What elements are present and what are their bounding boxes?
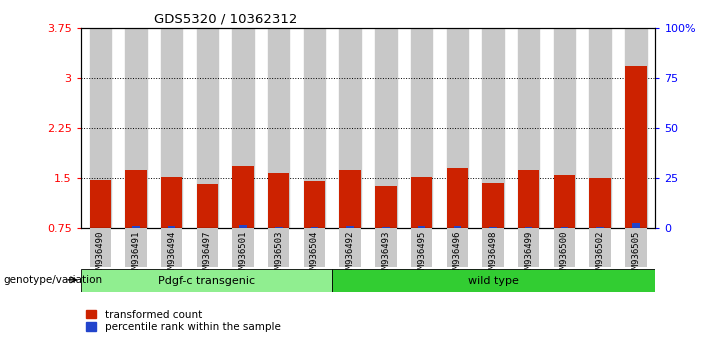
Bar	[554, 228, 575, 267]
Bar	[339, 28, 361, 228]
Bar	[554, 175, 575, 228]
Bar	[332, 269, 655, 292]
Bar	[232, 166, 254, 228]
Bar	[482, 228, 504, 267]
Bar	[90, 28, 111, 228]
Bar	[597, 227, 604, 228]
Bar	[90, 180, 111, 228]
Text: Pdgf-c transgenic: Pdgf-c transgenic	[158, 275, 255, 286]
Bar	[554, 28, 575, 228]
Bar	[454, 227, 461, 228]
Text: genotype/variation: genotype/variation	[4, 275, 102, 285]
Text: GSM936496: GSM936496	[453, 230, 462, 279]
Bar	[339, 228, 361, 267]
Bar	[304, 181, 325, 228]
Bar	[161, 28, 182, 228]
Bar	[518, 170, 539, 228]
Bar	[411, 177, 433, 228]
Bar	[304, 28, 325, 228]
Legend: transformed count, percentile rank within the sample: transformed count, percentile rank withi…	[86, 310, 280, 332]
Bar	[561, 227, 568, 228]
Text: GSM936499: GSM936499	[524, 230, 533, 279]
Bar	[161, 177, 182, 228]
Bar	[518, 28, 539, 228]
Bar	[590, 28, 611, 228]
Bar	[482, 183, 504, 228]
Bar	[197, 184, 218, 228]
Bar	[125, 28, 147, 228]
Bar	[268, 28, 290, 228]
Bar	[268, 173, 290, 228]
Bar	[232, 228, 254, 267]
Text: GSM936492: GSM936492	[346, 230, 355, 279]
Text: GSM936494: GSM936494	[167, 230, 176, 279]
Bar	[90, 228, 111, 267]
Bar	[168, 227, 175, 228]
Bar	[375, 228, 397, 267]
Bar	[382, 227, 390, 228]
Bar	[375, 28, 397, 228]
Bar	[518, 228, 539, 267]
Bar	[232, 28, 254, 228]
Bar	[625, 228, 646, 267]
Bar	[132, 227, 139, 228]
Bar	[268, 228, 290, 267]
Bar	[125, 170, 147, 228]
Text: GDS5320 / 10362312: GDS5320 / 10362312	[154, 12, 298, 25]
Bar	[447, 228, 468, 267]
Text: GSM936504: GSM936504	[310, 230, 319, 279]
Bar	[489, 227, 497, 228]
Bar	[375, 186, 397, 228]
Text: GSM936490: GSM936490	[96, 230, 104, 279]
Text: GSM936503: GSM936503	[274, 230, 283, 279]
Bar	[311, 227, 318, 228]
Text: GSM936500: GSM936500	[560, 230, 569, 279]
Bar	[239, 225, 247, 228]
Bar	[590, 228, 611, 267]
Bar	[339, 170, 361, 228]
Bar	[197, 28, 218, 228]
Bar	[125, 228, 147, 267]
Bar	[411, 28, 433, 228]
Text: GSM936505: GSM936505	[632, 230, 640, 279]
Bar	[346, 227, 354, 228]
Text: GSM936493: GSM936493	[381, 230, 390, 279]
Bar	[161, 228, 182, 267]
Bar	[590, 178, 611, 228]
Bar	[625, 28, 646, 228]
Text: wild type: wild type	[468, 275, 519, 286]
Bar	[482, 28, 504, 228]
Bar	[447, 28, 468, 228]
Text: GSM936497: GSM936497	[203, 230, 212, 279]
Bar	[625, 66, 646, 228]
Text: GSM936502: GSM936502	[596, 230, 604, 279]
Bar	[525, 227, 533, 228]
Bar	[81, 269, 332, 292]
Bar	[418, 227, 426, 228]
Text: GSM936495: GSM936495	[417, 230, 426, 279]
Text: GSM936498: GSM936498	[489, 230, 498, 279]
Text: GSM936491: GSM936491	[132, 230, 140, 279]
Bar	[632, 223, 639, 228]
Bar	[447, 169, 468, 228]
Bar	[197, 228, 218, 267]
Bar	[411, 228, 433, 267]
Bar	[304, 228, 325, 267]
Text: GSM936501: GSM936501	[238, 230, 247, 279]
Bar	[275, 227, 283, 228]
